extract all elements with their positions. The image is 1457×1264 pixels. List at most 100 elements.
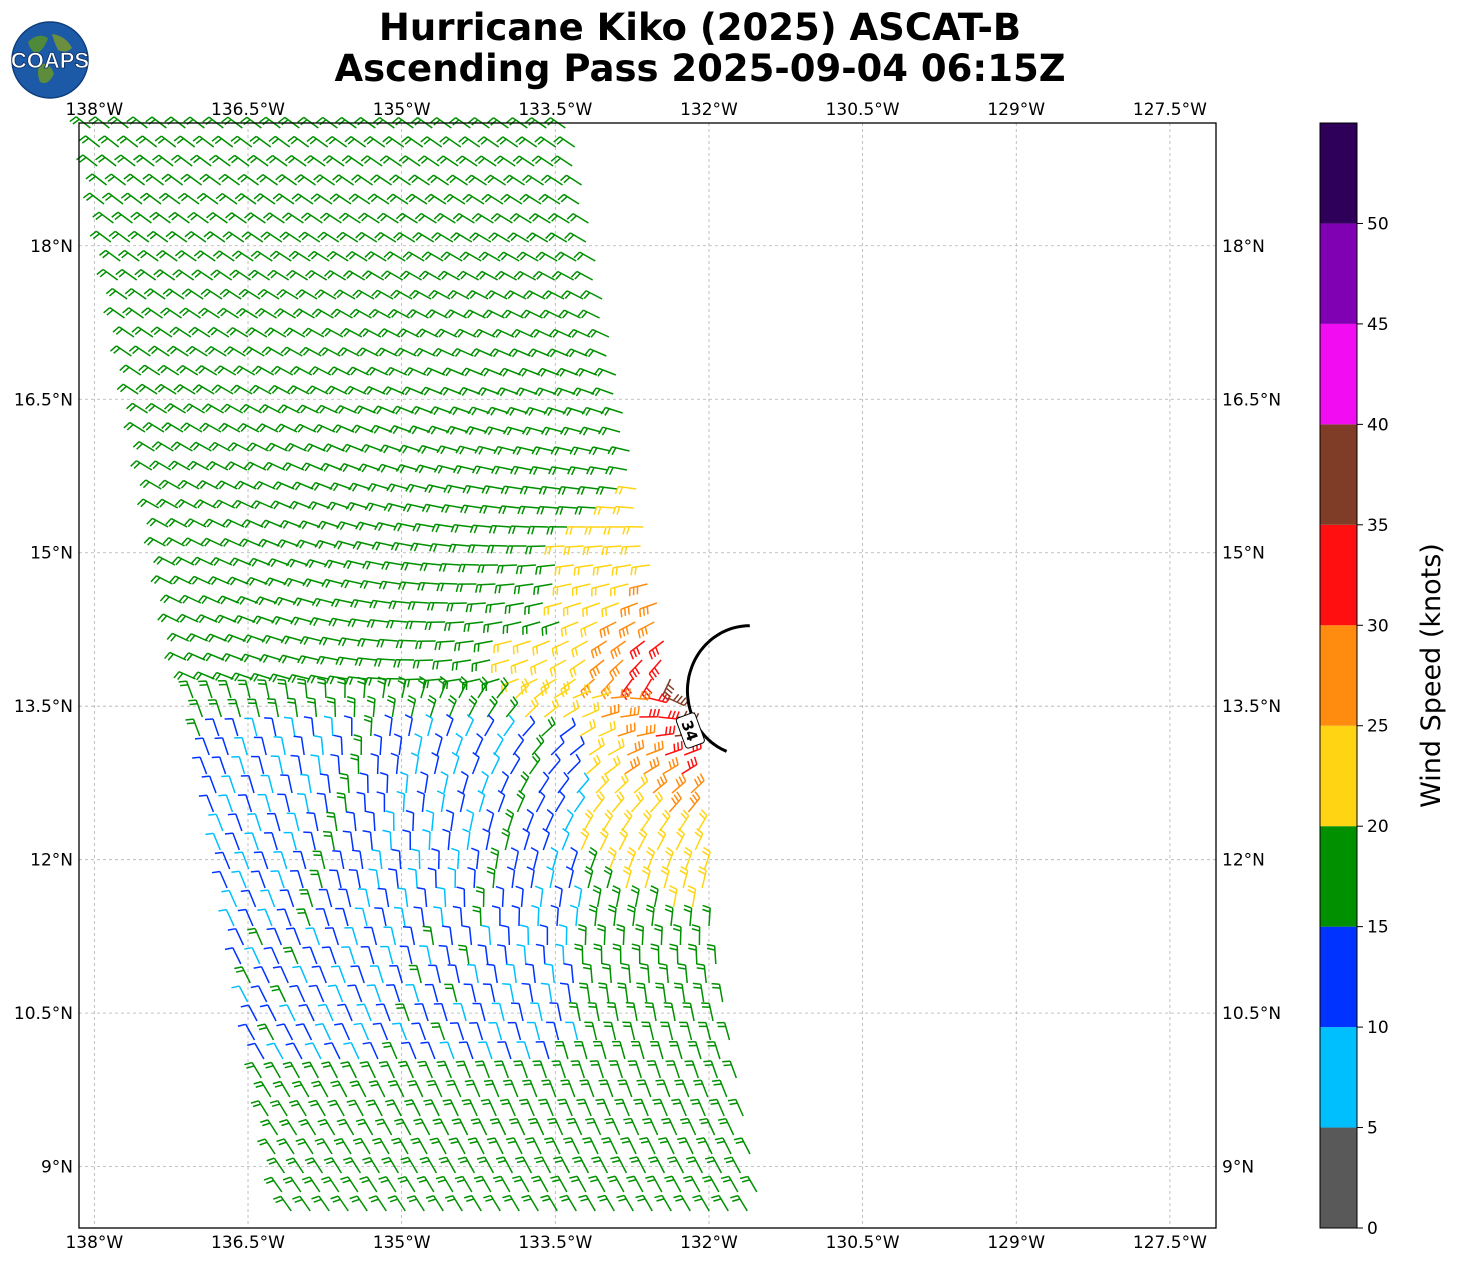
wind-barb: [429, 543, 451, 552]
wind-barb: [464, 1194, 482, 1212]
wind-barb: [490, 465, 514, 475]
wind-barb: [170, 441, 193, 452]
wind-barb: [402, 251, 425, 262]
wind-barb: [85, 173, 108, 186]
wind-barb: [589, 659, 605, 679]
wind-barb: [626, 904, 636, 927]
wind-barb: [327, 984, 344, 1003]
wind-barb: [677, 1137, 694, 1155]
wind-barb: [369, 599, 391, 609]
wind-barb: [208, 813, 224, 832]
wind-barb: [348, 193, 371, 205]
wind-barb: [272, 193, 295, 205]
wind-barb: [316, 655, 339, 665]
wind-barb: [277, 678, 289, 699]
contour-label-box: [675, 712, 705, 749]
wind-barb: [181, 288, 204, 300]
wind-barb: [507, 1021, 522, 1041]
wind-barb: [283, 716, 296, 737]
wind-barb: [412, 522, 435, 532]
wind-barb: [730, 1194, 748, 1212]
wind-barb: [519, 485, 542, 495]
wind-barb: [169, 326, 192, 338]
wind-barb: [604, 1117, 621, 1136]
wind-barb: [233, 614, 256, 624]
wind-barb: [374, 907, 387, 927]
wind-barb: [216, 307, 239, 319]
wind-barb: [393, 906, 406, 927]
wind-barb: [554, 251, 577, 262]
wind-barb: [174, 498, 198, 509]
wind-barb: [599, 621, 617, 639]
wind-barb: [239, 653, 263, 663]
wind-barb: [550, 446, 573, 456]
wind-barb: [400, 1156, 419, 1174]
wind-barb: [509, 213, 532, 224]
wind-barb: [431, 848, 440, 870]
wind-barb: [458, 136, 481, 148]
wind-barb: [338, 888, 352, 908]
wind-barb: [390, 289, 413, 300]
wind-barb: [417, 675, 427, 699]
wind-barb: [362, 1041, 379, 1060]
wind-barb: [541, 174, 563, 186]
wind-barb: [530, 847, 539, 870]
wind-barb: [109, 345, 132, 357]
wind-barb: [389, 174, 411, 186]
lon-tick-label-bottom: 130.5°W: [826, 1233, 900, 1253]
wind-barb: [297, 678, 308, 699]
wind-barb: [276, 1023, 294, 1041]
wind-barb: [432, 347, 455, 357]
wind-barb: [223, 346, 246, 357]
wind-barb: [387, 308, 410, 319]
wind-barb: [554, 790, 566, 813]
wind-barb: [272, 965, 289, 984]
wind-barb: [418, 270, 442, 281]
wind-barb: [370, 752, 379, 775]
wind-barb: [658, 962, 669, 984]
wind-barb: [652, 1098, 668, 1117]
wind-barb: [445, 1079, 462, 1098]
wind-barb: [345, 501, 368, 511]
wind-barb: [576, 772, 590, 794]
wind-barb: [330, 753, 341, 775]
wind-barbs: [69, 116, 758, 1212]
wind-barb: [123, 173, 146, 186]
wind-barb: [583, 809, 594, 832]
wind-barb: [281, 212, 304, 224]
wind-barb: [329, 193, 352, 205]
wind-barb: [272, 481, 295, 491]
wind-barb: [357, 638, 379, 647]
wind-barb: [636, 982, 648, 1003]
wind-barb: [386, 984, 401, 1003]
wind-barb: [398, 444, 421, 454]
wind-barb: [152, 154, 174, 167]
wind-barb: [543, 406, 566, 416]
wind-barb: [227, 813, 243, 832]
colorbar-band: [1320, 223, 1357, 324]
wind-barb: [560, 1079, 576, 1098]
wind-barb: [263, 1061, 281, 1079]
wind-barb: [363, 385, 386, 395]
wind-barb: [588, 446, 611, 456]
wind-barb: [424, 193, 447, 205]
wind-barb: [560, 678, 576, 698]
wind-barb: [457, 790, 466, 813]
wind-barb: [215, 192, 238, 205]
wind-barb: [344, 385, 367, 395]
wind-barb: [253, 965, 270, 984]
wind-barb: [157, 613, 180, 623]
wind-barb: [603, 526, 625, 535]
wind-barb: [592, 790, 605, 813]
lon-tick-label-bottom: 129°W: [987, 1233, 1045, 1253]
wind-barb: [664, 904, 674, 927]
wind-barb: [507, 525, 530, 535]
wind-barb: [557, 1098, 573, 1117]
wind-barb: [630, 564, 651, 576]
wind-barb: [681, 756, 698, 775]
wind-barb: [493, 155, 516, 167]
wind-barb: [290, 616, 313, 626]
wind-barb: [146, 517, 169, 528]
wind-barb: [535, 251, 558, 262]
wind-barb: [393, 733, 403, 756]
